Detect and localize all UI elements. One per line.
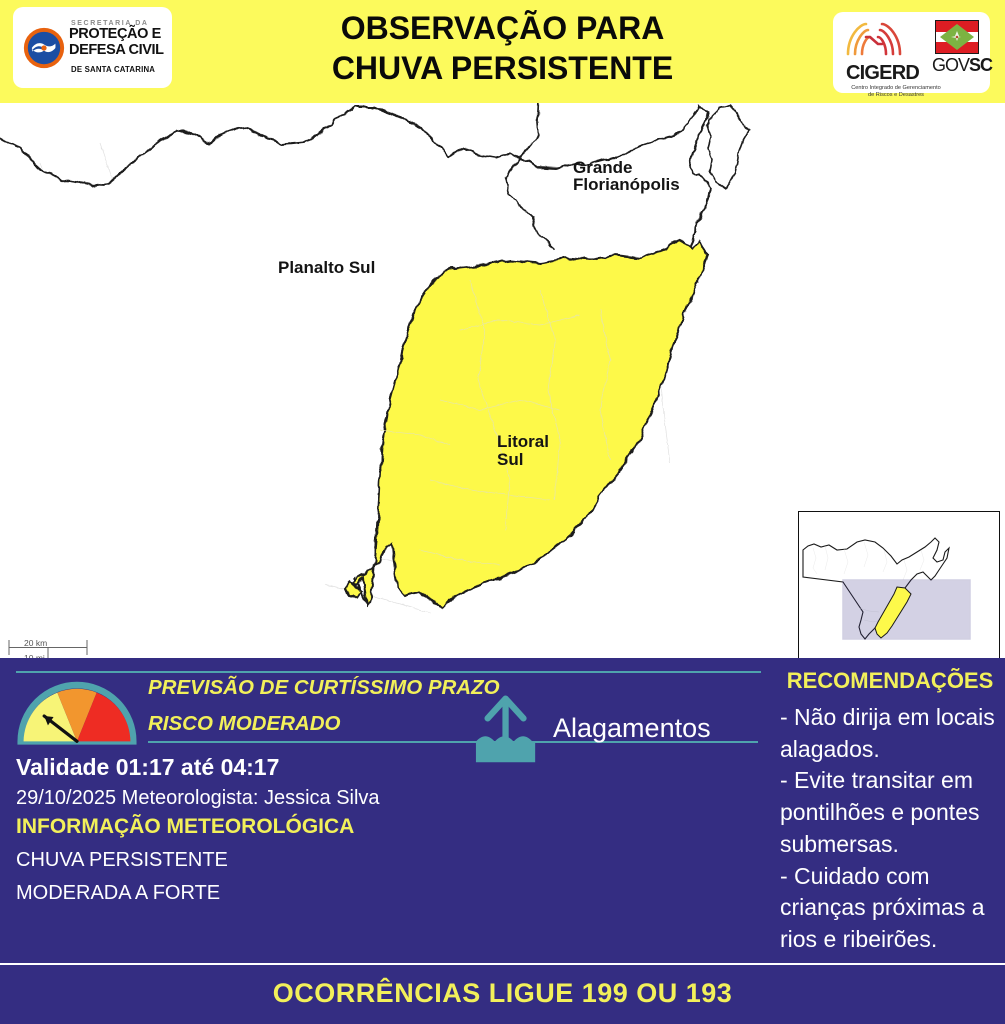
svg-text:Planalto Sul: Planalto Sul (278, 258, 375, 277)
svg-text:Sul: Sul (497, 450, 523, 469)
svg-text:20 km: 20 km (24, 638, 47, 648)
svg-text:Litoral: Litoral (497, 432, 549, 451)
svg-text:Florianópolis: Florianópolis (573, 175, 680, 194)
